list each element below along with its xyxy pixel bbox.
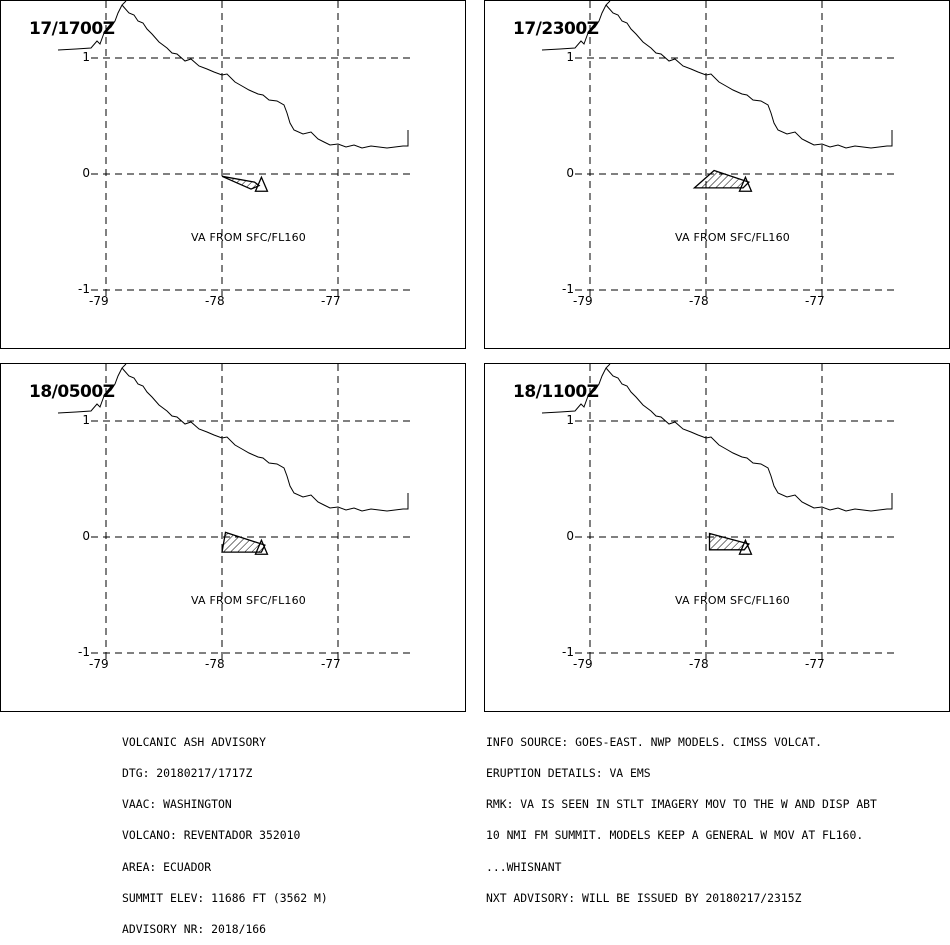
ash-cloud-label: VA FROM SFC/FL160 bbox=[191, 231, 307, 244]
lat-tick-label: 0 bbox=[82, 529, 90, 543]
advisory-header-block: VOLCANIC ASH ADVISORY DTG: 20180217/1717… bbox=[122, 716, 328, 945]
time-label: 18/0500Z bbox=[29, 382, 115, 402]
forecast-panel-1: 17/1700Z VA FROM SFC/FL160 1 0 -1 -79 -78 -77 bbox=[0, 0, 466, 349]
volcano-marker-icon bbox=[738, 175, 753, 192]
forecast-panel-4: 18/1100Z VA FROM SFC/FL160 1 0 -1 -79 -78 -77 bbox=[484, 363, 950, 712]
ash-cloud-polygon bbox=[692, 169, 751, 189]
lon-tick-label: -77 bbox=[805, 657, 825, 671]
advisory-line: VOLCANIC ASH ADVISORY bbox=[122, 734, 267, 749]
ash-cloud-label: VA FROM SFC/FL160 bbox=[191, 594, 307, 607]
advisory-line: DTG: 20180217/1717Z bbox=[122, 766, 253, 781]
remarks-line: NXT ADVISORY: WILL BE ISSUED BY 20180217… bbox=[486, 890, 802, 905]
ash-cloud-polygon bbox=[221, 531, 266, 553]
lon-tick-label: -77 bbox=[321, 294, 341, 308]
ash-cloud-label: VA FROM SFC/FL160 bbox=[675, 594, 791, 607]
lon-tick-label: -78 bbox=[689, 294, 709, 308]
remarks-line: RMK: VA IS SEEN IN STLT IMAGERY MOV TO T… bbox=[486, 797, 877, 812]
lat-tick-label: 1 bbox=[566, 413, 574, 427]
lon-tick-label: -78 bbox=[205, 294, 225, 308]
lon-tick-label: -78 bbox=[689, 657, 709, 671]
lon-tick-label: -79 bbox=[573, 294, 593, 308]
time-label: 17/2300Z bbox=[513, 19, 599, 39]
map-canvas bbox=[541, 1, 895, 299]
remarks-line: 10 NMI FM SUMMIT. MODELS KEEP A GENERAL … bbox=[486, 828, 864, 843]
advisory-line: SUMMIT ELEV: 11686 FT (3562 M) bbox=[122, 890, 328, 905]
lat-tick-label: 1 bbox=[566, 50, 574, 64]
advisory-line: VOLCANO: REVENTADOR 352010 bbox=[122, 828, 301, 843]
lon-tick-label: -79 bbox=[89, 294, 109, 308]
advisory-remarks-block: INFO SOURCE: GOES-EAST. NWP MODELS. CIMS… bbox=[486, 716, 877, 914]
coastline-border bbox=[541, 1, 893, 149]
map-canvas bbox=[541, 364, 895, 662]
lat-tick-label: -1 bbox=[78, 645, 90, 659]
lat-tick-label: 1 bbox=[82, 413, 90, 427]
time-label: 18/1100Z bbox=[513, 382, 599, 402]
lon-tick-label: -79 bbox=[573, 657, 593, 671]
ash-cloud-polygon bbox=[221, 175, 261, 190]
lat-tick-label: -1 bbox=[562, 645, 574, 659]
lat-tick-label: 0 bbox=[566, 166, 574, 180]
advisory-line: VAAC: WASHINGTON bbox=[122, 797, 232, 812]
coastline-border bbox=[541, 364, 893, 512]
remarks-line: ...WHISNANT bbox=[486, 859, 562, 874]
forecast-panel-2: 17/2300Z VA FROM SFC/FL160 1 0 -1 -79 -78 -77 bbox=[484, 0, 950, 349]
volcano-marker-icon bbox=[254, 175, 269, 192]
volcano-marker-icon bbox=[738, 538, 753, 555]
lon-tick-label: -79 bbox=[89, 657, 109, 671]
lat-tick-label: 1 bbox=[82, 50, 90, 64]
volcano-marker-icon bbox=[254, 538, 269, 555]
lat-tick-label: -1 bbox=[562, 282, 574, 296]
coastline-border bbox=[57, 364, 409, 512]
map-canvas bbox=[57, 1, 411, 299]
lat-tick-label: 0 bbox=[566, 529, 574, 543]
remarks-line: ERUPTION DETAILS: VA EMS bbox=[486, 766, 651, 781]
lon-tick-label: -78 bbox=[205, 657, 225, 671]
lon-tick-label: -77 bbox=[805, 294, 825, 308]
lat-tick-label: 0 bbox=[82, 166, 90, 180]
lon-tick-label: -77 bbox=[321, 657, 341, 671]
time-label: 17/1700Z bbox=[29, 19, 115, 39]
ash-cloud-label: VA FROM SFC/FL160 bbox=[675, 231, 791, 244]
ash-cloud-polygon bbox=[708, 532, 751, 551]
forecast-panel-3: 18/0500Z VA FROM SFC/FL160 1 0 -1 -79 -78 -77 bbox=[0, 363, 466, 712]
lat-tick-label: -1 bbox=[78, 282, 90, 296]
advisory-line: AREA: ECUADOR bbox=[122, 859, 212, 874]
map-canvas bbox=[57, 364, 411, 662]
coastline-border bbox=[57, 1, 409, 149]
remarks-line: INFO SOURCE: GOES-EAST. NWP MODELS. CIMS… bbox=[486, 734, 823, 749]
advisory-line: ADVISORY NR: 2018/166 bbox=[122, 922, 267, 937]
